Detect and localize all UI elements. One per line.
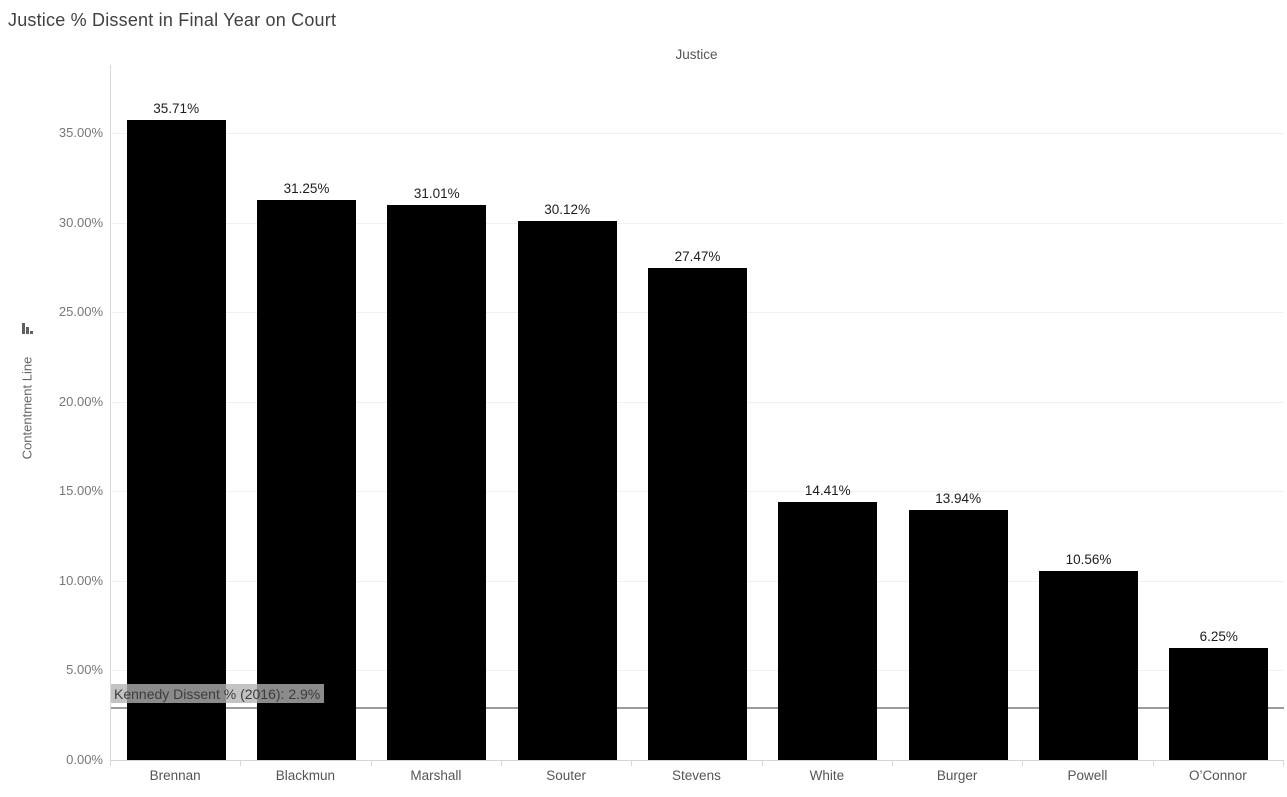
x-axis-tick-mark — [1283, 761, 1284, 766]
gridline — [111, 222, 1284, 224]
x-category-label: Stevens — [672, 768, 721, 783]
x-category-label: Brennan — [149, 768, 201, 783]
bar-value-label: 27.47% — [674, 248, 721, 264]
bar-value-label: 13.94% — [935, 491, 982, 507]
y-tick-label: 0.00% — [66, 752, 103, 767]
bar-marshall[interactable] — [387, 204, 487, 760]
y-tick-label: 30.00% — [58, 214, 103, 230]
y-tick-label: 10.00% — [58, 572, 103, 588]
x-category-label: Powell — [1067, 768, 1108, 783]
bar-blackmun[interactable] — [257, 200, 356, 760]
bar-value-label: 31.01% — [413, 185, 460, 201]
x-axis-tick-mark — [240, 761, 242, 766]
reference-line-label[interactable]: Kennedy Dissent % (2016): 2.9% — [111, 684, 325, 704]
bar-brennan[interactable] — [126, 120, 226, 760]
bar-powell[interactable] — [1039, 570, 1138, 760]
x-category-label: Souter — [546, 768, 587, 783]
y-tick-label: 25.00% — [58, 304, 103, 320]
x-category-label: Blackmun — [275, 768, 336, 783]
x-axis-tick-mark — [1152, 761, 1154, 766]
y-tick-label: 15.00% — [58, 483, 103, 499]
y-tick-label: 20.00% — [58, 393, 103, 409]
x-axis-tick-mark — [110, 761, 111, 766]
x-category-label: Marshall — [410, 768, 462, 783]
x-category-label: O’Connor — [1188, 768, 1247, 783]
chart-title: Justice % Dissent in Final Year on Court — [8, 10, 337, 30]
y-tick-label: 35.00% — [58, 125, 103, 141]
bar-value-label: 31.25% — [283, 181, 330, 197]
bar-white[interactable] — [778, 501, 878, 760]
x-axis-tick-mark — [761, 761, 763, 766]
x-axis-tick-mark — [501, 761, 502, 766]
x-axis-tick-mark — [370, 761, 372, 766]
bar-burger[interactable] — [908, 510, 1008, 760]
bar-value-label: 35.71% — [153, 101, 200, 117]
bar-value-label: 10.56% — [1065, 551, 1112, 567]
y-tick-label: 5.00% — [66, 662, 103, 678]
x-axis-tick-mark — [631, 761, 633, 766]
bar-souter[interactable] — [517, 220, 617, 760]
bar-stevens[interactable] — [648, 267, 747, 760]
plot-area: 35.71% 31.25% 31.01% 30.12% 27.47% 14.41% 13.9… — [110, 65, 1284, 761]
bar-value-label: 6.25% — [1199, 629, 1238, 644]
x-category-label: White — [809, 768, 845, 783]
bar-value-label: 14.41% — [804, 482, 851, 498]
sort-descending-bars-icon[interactable] — [22, 322, 33, 334]
bar-oconnor[interactable] — [1169, 648, 1269, 760]
x-axis-field-label: Justice — [675, 47, 718, 62]
x-axis-tick-mark — [1022, 761, 1024, 766]
gridline — [111, 133, 1284, 135]
x-category-label: Burger — [936, 768, 978, 783]
x-axis-tick-mark — [892, 761, 893, 766]
bar-value-label: 30.12% — [544, 201, 591, 217]
